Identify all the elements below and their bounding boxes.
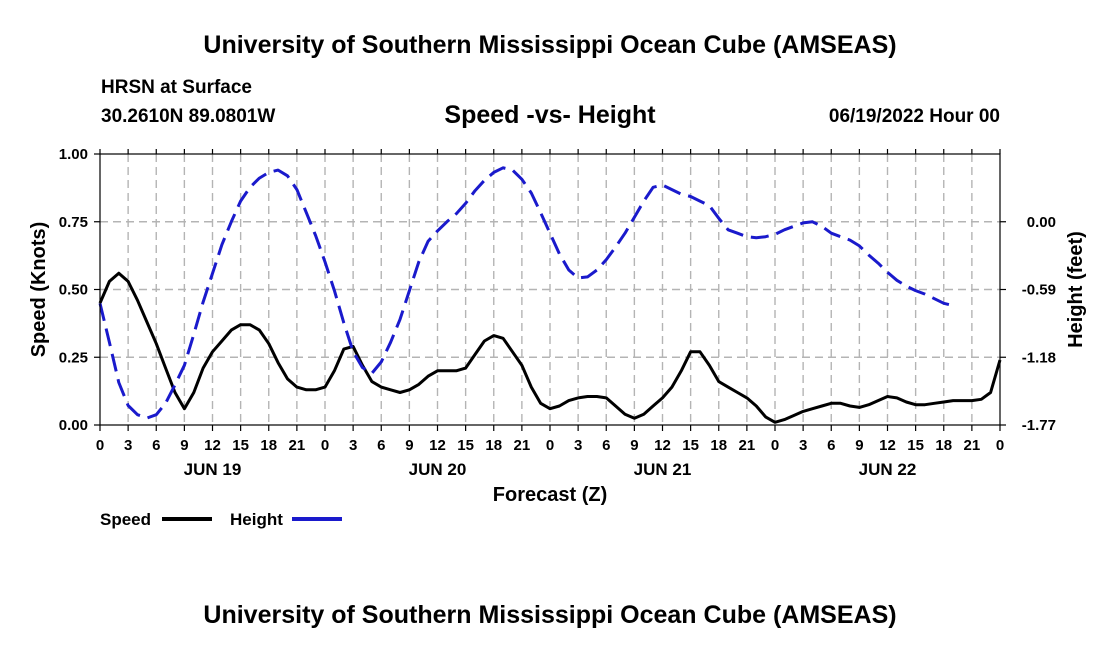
main-title: University of Southern Mississippi Ocean… (203, 31, 897, 59)
x-tick-label: 3 (799, 437, 807, 454)
x-tick-label: 12 (429, 437, 446, 454)
x-tick-label: 6 (602, 437, 610, 454)
tick-layer: 0 3 6 9 12 15 18 21 0 3 6 9 12 15 18 21 0 3 6 9 12 15 18 21 0 3 6 9… (59, 146, 1056, 479)
grid-layer (100, 154, 1000, 425)
x-tick-label: 21 (739, 437, 756, 454)
legend-height-label: Height (230, 510, 283, 529)
x-tick-label: 3 (574, 437, 582, 454)
x-tick-label: 15 (457, 437, 474, 454)
x-tick-label: 12 (654, 437, 671, 454)
left-y-tick-label: 0.25 (59, 349, 88, 366)
x-tick-label: 18 (485, 437, 502, 454)
right-y-tick-label: -0.59 (1022, 282, 1056, 299)
x-tick-label: 12 (879, 437, 896, 454)
x-tick-label: 18 (260, 437, 277, 454)
footer-title: University of Southern Mississippi Ocean… (203, 601, 897, 629)
x-tick-label: 9 (405, 437, 413, 454)
coordinates-label: 30.2610N 89.0801W (101, 106, 276, 127)
day-label: JUN 20 (409, 460, 467, 479)
x-tick-label: 6 (377, 437, 385, 454)
legend: Speed Height (100, 510, 342, 529)
day-label: JUN 22 (859, 460, 917, 479)
x-tick-label: 18 (935, 437, 952, 454)
x-tick-label: 9 (180, 437, 188, 454)
right-y-tick-label: -1.18 (1022, 349, 1056, 366)
left-y-tick-label: 0.00 (59, 417, 88, 434)
right-y-tick-label: 0.00 (1027, 214, 1056, 231)
left-y-tick-label: 0.75 (59, 214, 88, 231)
x-tick-label: 0 (546, 437, 554, 454)
x-tick-label: 15 (682, 437, 699, 454)
station-label: HRSN at Surface (101, 77, 252, 98)
x-tick-label: 15 (232, 437, 249, 454)
x-tick-label: 15 (907, 437, 924, 454)
x-tick-label: 3 (349, 437, 357, 454)
x-tick-label: 9 (855, 437, 863, 454)
x-tick-label: 21 (289, 437, 306, 454)
x-tick-label: 6 (152, 437, 160, 454)
x-tick-label: 0 (996, 437, 1004, 454)
speed-series-line (98, 271, 1002, 424)
day-label: JUN 21 (634, 460, 692, 479)
left-y-axis-label: Speed (Knots) (28, 222, 50, 358)
x-tick-label: 3 (124, 437, 132, 454)
x-tick-label: 0 (321, 437, 329, 454)
x-tick-label: 21 (514, 437, 531, 454)
chart-subtitle: Speed -vs- Height (444, 101, 656, 129)
height-series-line (98, 166, 954, 420)
day-label: JUN 19 (184, 460, 242, 479)
x-tick-label: 0 (96, 437, 104, 454)
series-layer (98, 166, 1002, 424)
x-tick-label: 18 (710, 437, 727, 454)
left-y-tick-label: 0.50 (59, 282, 88, 299)
x-tick-label: 12 (204, 437, 221, 454)
x-tick-label: 9 (630, 437, 638, 454)
forecast-datetime: 06/19/2022 Hour 00 (828, 106, 1000, 127)
right-y-tick-label: -1.77 (1022, 417, 1056, 434)
legend-speed-label: Speed (100, 510, 151, 529)
x-tick-label: 21 (964, 437, 981, 454)
x-axis-label: Forecast (Z) (493, 484, 607, 506)
right-y-axis-label: Height (feet) (1065, 231, 1087, 348)
x-tick-label: 0 (771, 437, 779, 454)
left-y-tick-label: 1.00 (59, 146, 88, 163)
x-tick-label: 6 (827, 437, 835, 454)
